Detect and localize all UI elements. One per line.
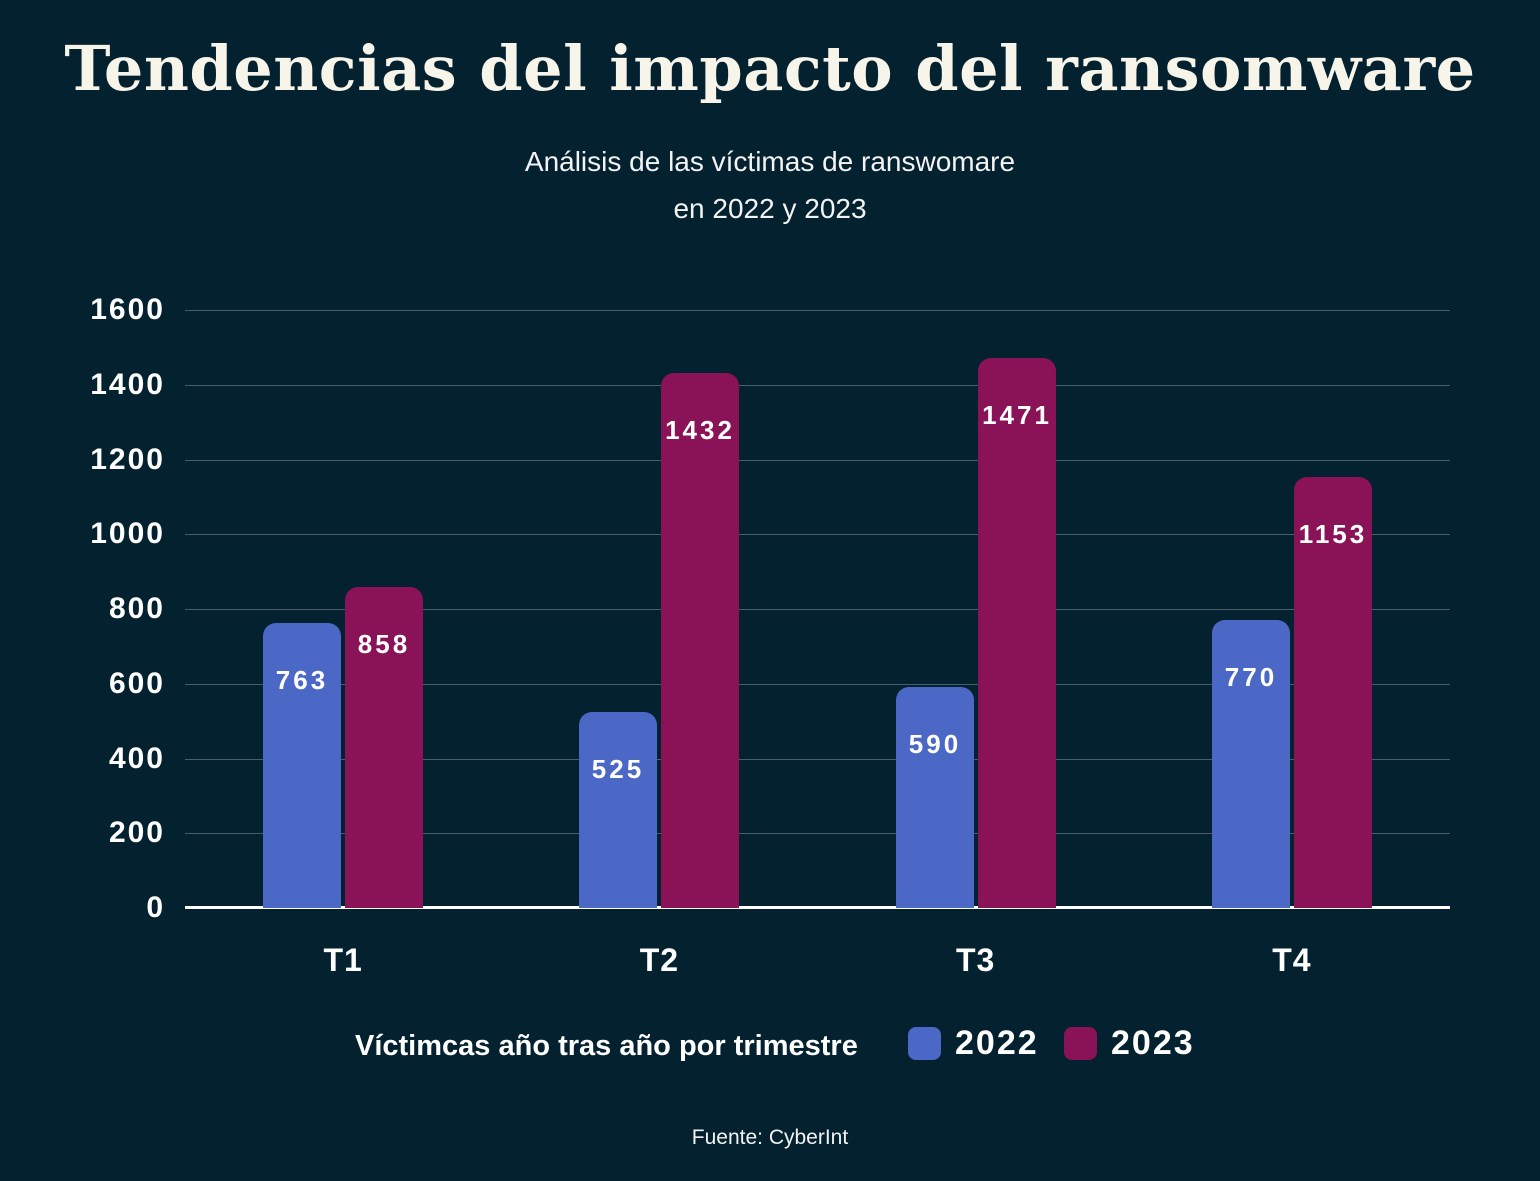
source-credit: Fuente: CyberInt — [691, 1126, 849, 1149]
bar-T2-2022: 525 — [579, 712, 657, 908]
bar-value-T1-2023: 858 — [357, 629, 411, 659]
bar-value-T4-2022: 770 — [1224, 662, 1278, 692]
gridline-1000 — [185, 534, 1450, 536]
bar-value-T3-2022: 590 — [908, 729, 962, 759]
bar-chart-plot-area: 0 200 400 600 800 1000 1200 1400 1600 T1 763 858 T2 5… — [90, 293, 1450, 978]
x-tick-label-T4: T4 — [1272, 942, 1312, 978]
chart-subtitle-line2: en 2022 y 2023 — [673, 193, 867, 224]
x-tick-label-T2: T2 — [639, 942, 680, 978]
chart-subtitle-line1: Análisis de las víctimas de ranswomare — [524, 146, 1016, 177]
y-tick-label-1400: 1400 — [90, 367, 165, 401]
gridline-1600 — [185, 310, 1450, 311]
legend-swatch-2023 — [1064, 1027, 1097, 1060]
bar-T3-2022: 590 — [896, 687, 974, 908]
y-tick-label-1000: 1000 — [90, 517, 165, 551]
bar-T4-2022: 770 — [1212, 620, 1290, 908]
bar-T4-2023: 1153 — [1294, 477, 1372, 908]
legend-label-2023: 2023 — [1111, 1024, 1195, 1062]
y-tick-label-0: 0 — [146, 891, 165, 924]
bar-value-T2-2022: 525 — [591, 754, 645, 784]
gridline-800 — [185, 609, 1450, 610]
bar-T1-2022: 763 — [263, 623, 341, 908]
chart-legend: Víctimcas año tras año por trimestre 202… — [0, 1024, 1540, 1068]
x-axis-line — [185, 906, 1450, 909]
y-tick-label-400: 400 — [108, 741, 165, 775]
bar-T1-2023: 858 — [345, 587, 423, 908]
x-tick-label-T3: T3 — [955, 942, 996, 978]
gridline-1200 — [185, 459, 1450, 461]
y-tick-label-1600: 1600 — [90, 293, 165, 326]
legend-swatch-2022 — [908, 1027, 941, 1060]
bar-value-T4-2023: 1153 — [1298, 519, 1368, 549]
gridline-200 — [185, 833, 1450, 835]
y-tick-label-200: 200 — [108, 816, 165, 850]
bar-value-T3-2023: 1471 — [982, 400, 1052, 430]
bar-T3-2023: 1471 — [978, 358, 1056, 908]
gridline-1400 — [185, 384, 1450, 386]
bar-value-T2-2023: 1432 — [665, 415, 735, 445]
legend-item-2023: 2023 — [1064, 1024, 1195, 1063]
legend-label-2022: 2022 — [955, 1024, 1039, 1062]
y-tick-label-600: 600 — [108, 666, 165, 700]
page-title: Tendencias del impacto del ransomware — [64, 32, 1476, 105]
y-tick-label-1200: 1200 — [90, 442, 165, 476]
gridline-600 — [185, 683, 1450, 685]
bar-T2-2023: 1432 — [661, 373, 739, 908]
legend-item-2022: 2022 — [908, 1024, 1039, 1063]
chart-subtitle: Análisis de las víctimas de ranswomare e… — [0, 138, 1540, 232]
gridline-400 — [185, 758, 1450, 760]
x-tick-label-T1: T1 — [323, 942, 363, 978]
bar-value-T1-2022: 763 — [275, 665, 329, 695]
y-tick-label-800: 800 — [108, 592, 165, 625]
legend-caption: Víctimcas año tras año por trimestre — [355, 1030, 858, 1062]
